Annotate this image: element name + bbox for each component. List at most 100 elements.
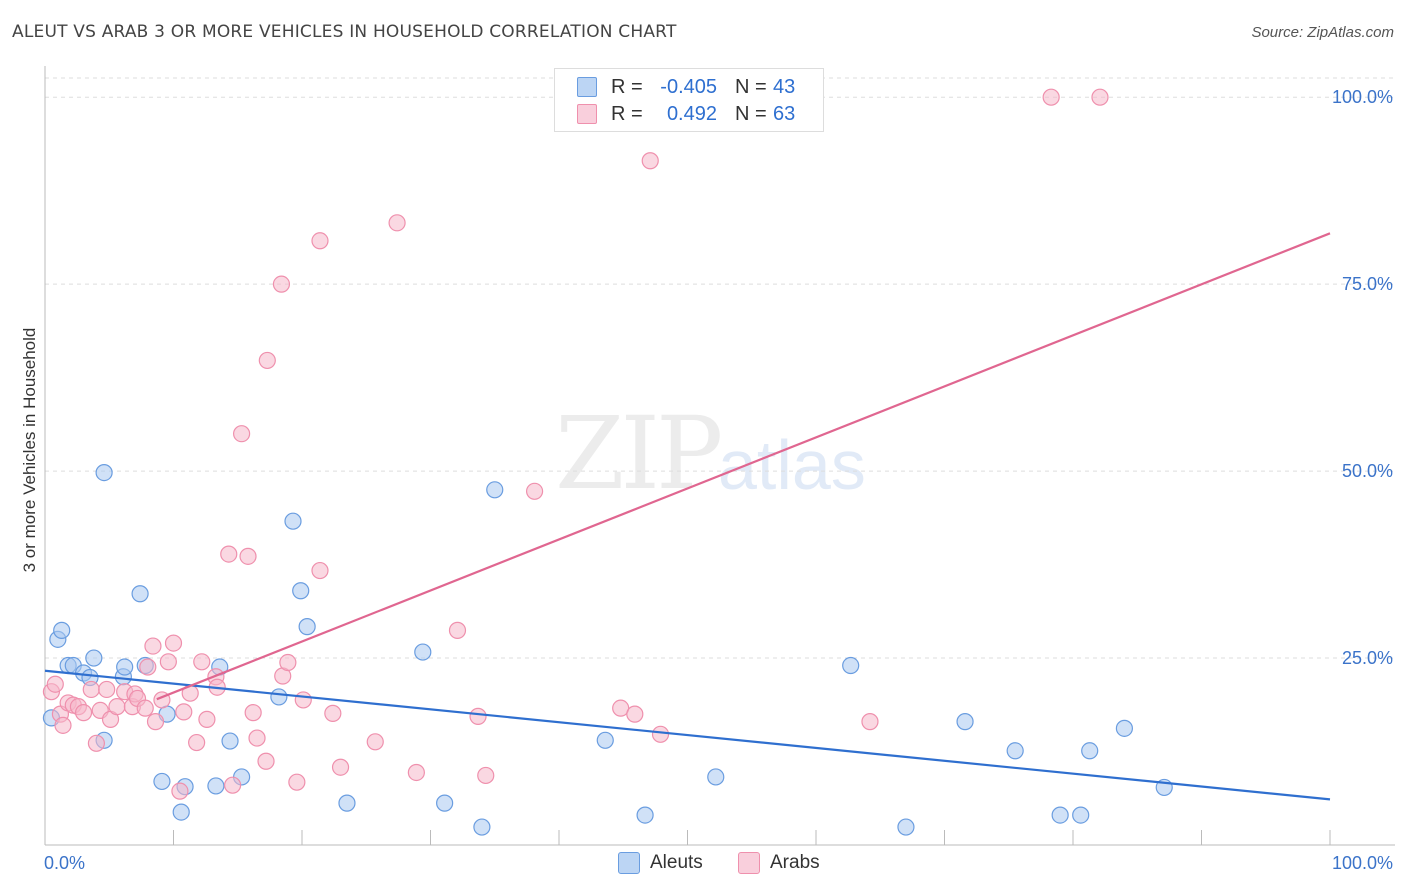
point-arabs [1091,88,1109,106]
legend-label-aleuts: Aleuts [650,852,703,873]
point-aleuts [153,772,171,791]
point-arabs [82,680,100,699]
point-arabs [388,214,406,232]
point-arabs [136,699,154,717]
point-arabs [220,545,238,563]
watermark-zip: ZIP [555,395,723,512]
point-arabs [331,758,350,776]
legend-r-value: -0.405 [660,75,717,98]
series-legend: Aleuts Arabs [0,852,1406,878]
point-arabs [139,658,157,676]
legend-item-arabs: Arabs [738,852,820,874]
point-arabs [258,351,276,370]
point-aleuts [131,585,149,603]
point-arabs [193,653,211,671]
point-aleuts [1081,742,1099,760]
point-arabs [477,766,495,785]
point-arabs [324,704,342,722]
point-arabs [244,704,262,722]
legend-item-aleuts: Aleuts [618,852,703,874]
point-arabs [311,232,329,250]
point-arabs [144,637,162,655]
point-arabs [224,776,242,794]
legend-r-label: R = [611,102,643,125]
legend-row-arabs: R = 0.492 N = 63 [577,102,795,126]
point-aleuts [95,463,113,482]
point-arabs [288,773,306,791]
point-arabs [651,725,670,743]
point-arabs [87,734,106,752]
y-tick-label: 75.0% [1342,274,1393,294]
point-aleuts [207,777,225,795]
point-arabs [54,716,72,734]
legend-n-label: N = [735,75,767,98]
point-arabs [188,733,206,752]
point-arabs [171,782,189,800]
watermark-atlas: atlas [718,426,866,504]
point-aleuts [116,658,134,676]
point-aleuts [414,643,432,661]
point-arabs [366,733,384,751]
legend-r-label: R = [611,75,643,98]
point-aleuts [53,621,71,639]
legend-n-value: 63 [773,102,796,125]
point-aleuts [473,818,491,836]
legend-swatch-arabs [738,852,760,874]
point-aleuts [1072,806,1090,824]
point-aleuts [85,649,103,667]
point-arabs [279,653,297,672]
point-arabs [46,675,64,693]
chart-title: ALEUT VS ARAB 3 OR MORE VEHICLES IN HOUS… [12,22,677,42]
point-arabs [175,703,193,721]
stats-legend: R = -0.405 N = 43 R = 0.492 N = 63 [554,68,824,132]
trend-line-aleuts [44,669,1331,801]
point-arabs [626,705,644,723]
point-arabs [294,691,312,709]
y-tick-label: 50.0% [1342,461,1393,481]
point-aleuts [1115,719,1134,737]
source-label: Source: ZipAtlas.com [1251,24,1394,41]
point-aleuts [221,732,239,750]
point-arabs [198,710,216,728]
point-aleuts [270,688,288,706]
legend-row-aleuts: R = -0.405 N = 43 [577,75,795,99]
point-arabs [407,763,425,782]
point-arabs [311,561,329,580]
x-tick-label: 100.0% [1332,853,1393,873]
point-arabs [164,634,183,652]
y-tick-label: 25.0% [1342,648,1393,668]
point-arabs [233,425,251,443]
point-aleuts [292,582,310,600]
point-arabs [159,653,177,671]
legend-r-value: 0.492 [666,102,717,125]
legend-swatch-aleuts [577,77,597,97]
point-aleuts [338,794,356,812]
point-arabs [525,482,544,500]
y-tick-label: 100.0% [1332,87,1393,107]
point-aleuts [486,481,504,499]
point-arabs [641,152,659,170]
point-arabs [1042,88,1060,106]
point-aleuts [636,806,654,824]
legend-n-label: N = [735,102,767,125]
point-arabs [861,713,879,731]
point-aleuts [842,656,860,675]
point-aleuts [284,512,302,530]
point-aleuts [596,731,614,749]
legend-label-arabs: Arabs [770,852,820,873]
legend-swatch-arabs [577,104,597,124]
point-aleuts [1006,742,1024,760]
trend-line-arabs [156,232,1331,701]
legend-n-value: 43 [773,75,796,98]
point-aleuts [1051,806,1069,824]
point-arabs [108,698,126,716]
x-tick-label: 0.0% [44,853,85,873]
point-arabs [239,547,257,565]
point-aleuts [436,794,454,812]
point-arabs [146,713,165,731]
point-arabs [248,729,266,747]
point-arabs [74,704,93,722]
point-arabs [272,275,291,293]
point-aleuts [298,618,316,636]
